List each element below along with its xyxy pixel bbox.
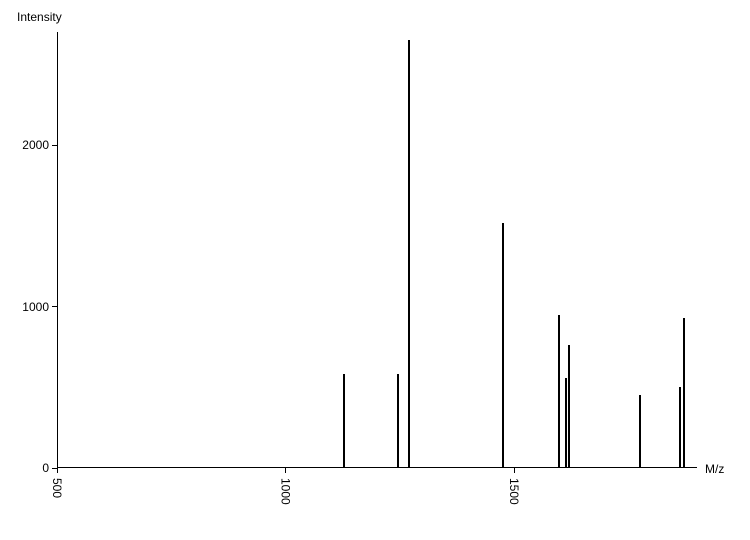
- spectrum-peak: [679, 387, 681, 468]
- spectrum-peak: [397, 374, 399, 468]
- x-tick: [285, 468, 286, 473]
- spectrum-chart: Intensity M/z 0 1000 2000 500 1000 1500: [0, 0, 750, 540]
- spectrum-peak: [558, 315, 560, 468]
- y-tick-label: 2000: [22, 138, 49, 152]
- spectrum-peak: [568, 345, 570, 468]
- spectrum-peak: [343, 374, 345, 468]
- y-tick-label: 1000: [22, 300, 49, 314]
- plot-area: [57, 32, 697, 468]
- y-tick-label: 0: [42, 461, 49, 475]
- spectrum-peak: [408, 40, 410, 468]
- x-tick: [514, 468, 515, 473]
- x-tick: [57, 468, 58, 473]
- spectrum-peak: [565, 378, 567, 468]
- y-axis-title: Intensity: [17, 10, 62, 24]
- y-axis-line: [57, 32, 58, 468]
- spectrum-peak: [639, 395, 641, 468]
- y-tick: [52, 306, 57, 307]
- x-axis-line: [57, 467, 697, 468]
- x-tick-label: 1000: [279, 478, 293, 505]
- x-tick-label: 500: [50, 478, 64, 498]
- y-tick: [52, 145, 57, 146]
- spectrum-peak: [502, 223, 504, 468]
- x-axis-title: M/z: [705, 462, 724, 476]
- spectrum-peak: [683, 318, 685, 468]
- x-tick-label: 1500: [507, 478, 521, 505]
